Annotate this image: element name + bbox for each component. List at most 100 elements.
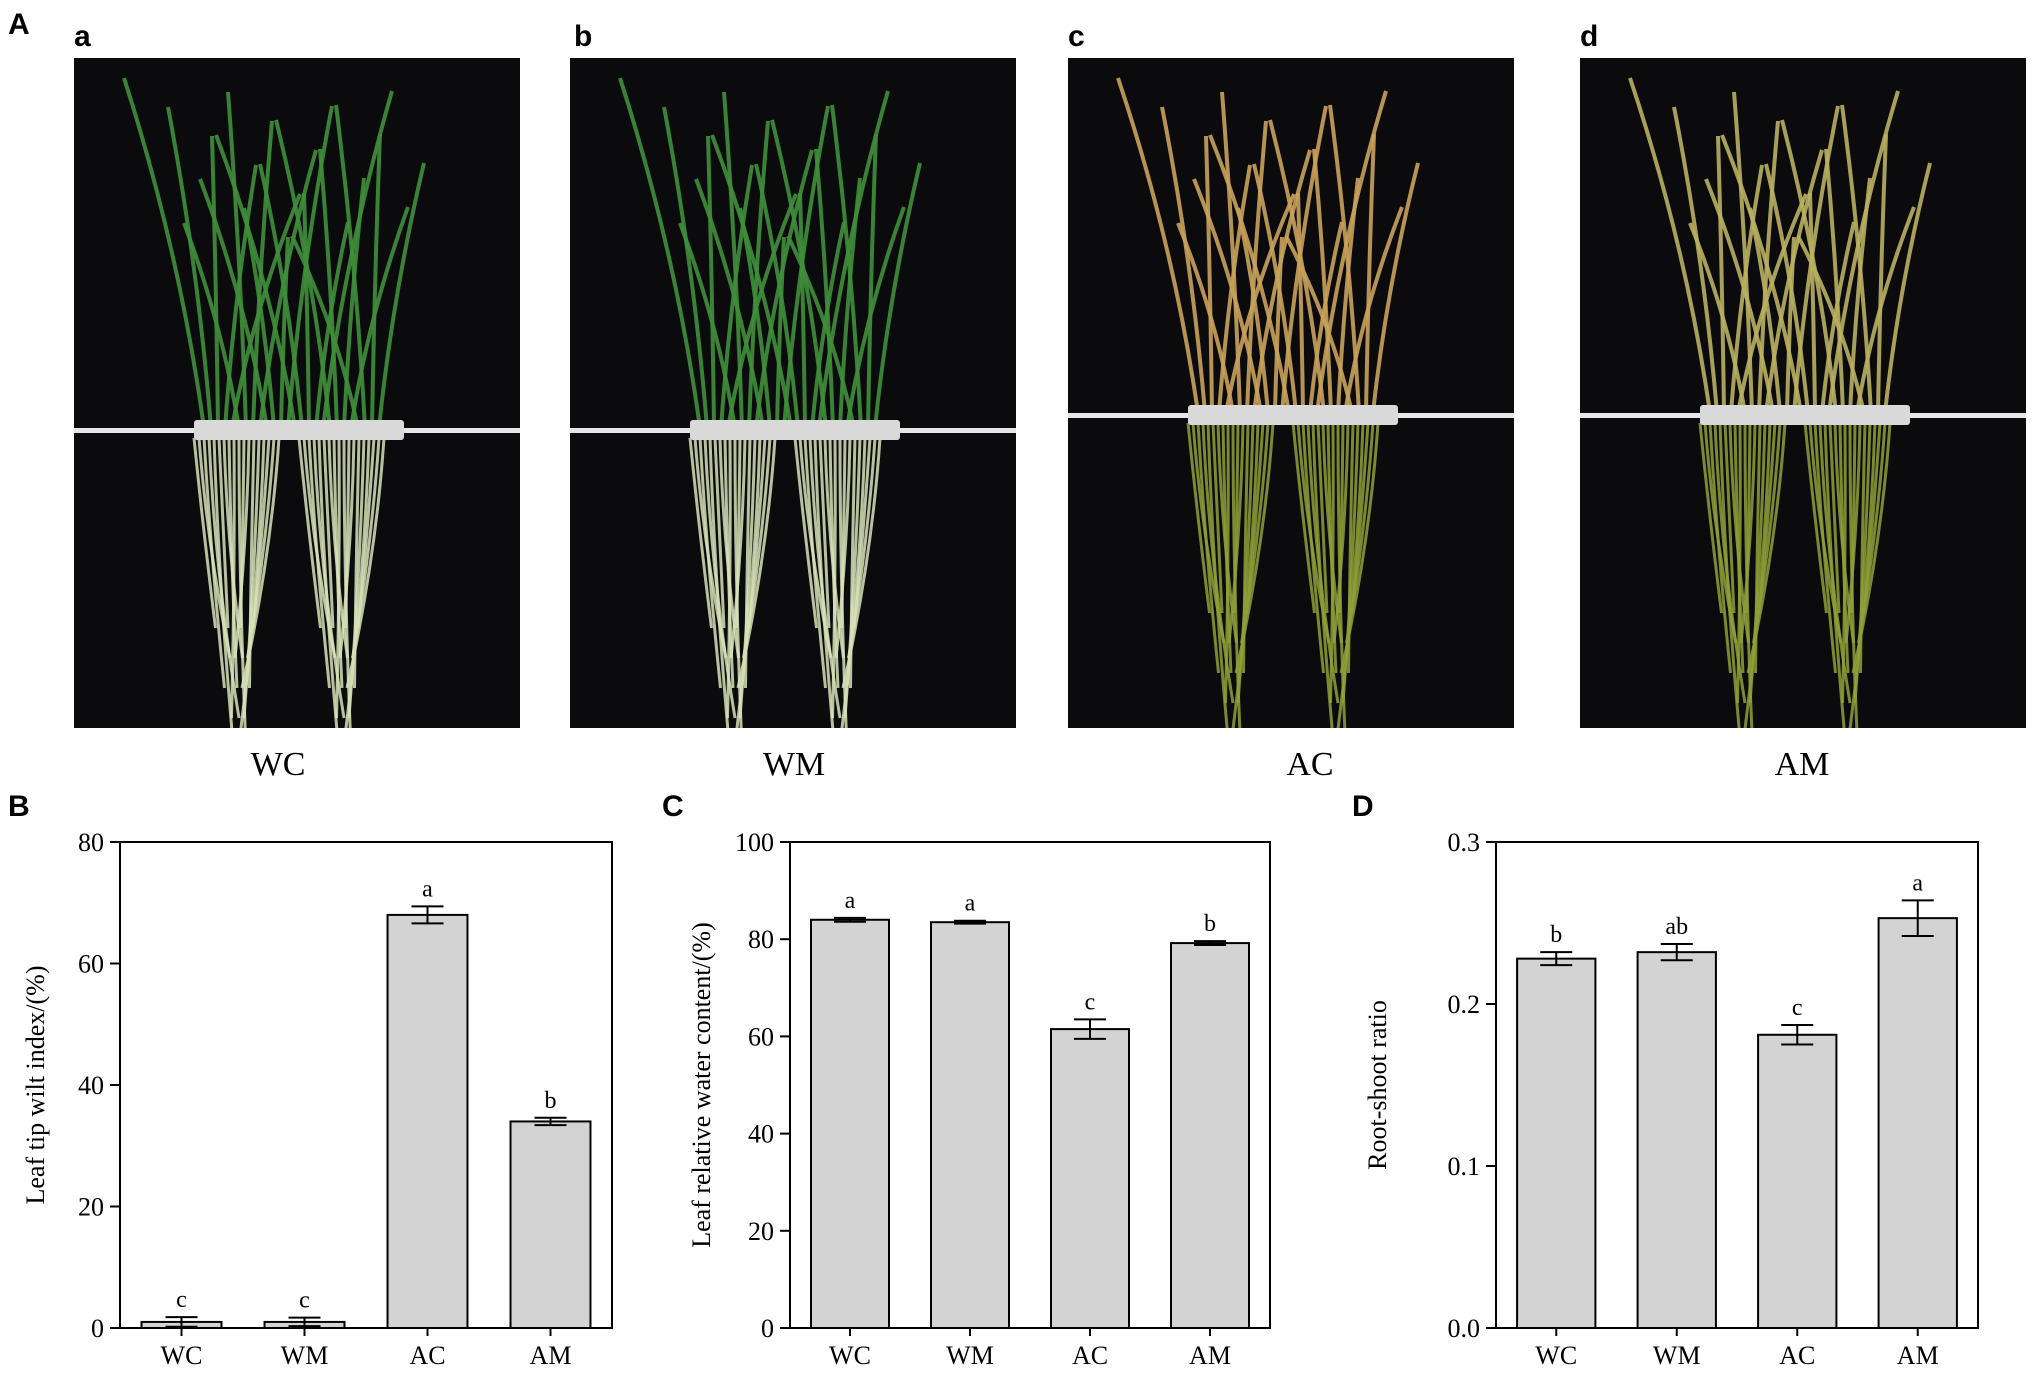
leaf-blade [662, 106, 709, 429]
bar-am [509, 1120, 592, 1329]
leaf-blade [377, 162, 426, 429]
leaf-blade [1808, 192, 1817, 414]
bar-ac [386, 913, 469, 1330]
leaf-blade [1160, 106, 1207, 414]
plant-illustration [1068, 77, 1514, 728]
root-strand [698, 437, 722, 689]
y-tick-label: 40 [78, 1071, 104, 1100]
root-strand [1813, 422, 1837, 674]
leaf-blade [1364, 133, 1376, 414]
leaf-blade [214, 134, 297, 429]
x-tick-label: WM [946, 1341, 994, 1370]
leaf-blade [838, 177, 862, 429]
root-strand [847, 437, 877, 659]
root-strand [1240, 422, 1270, 644]
root-strand [735, 437, 762, 728]
leaf-blade [279, 236, 290, 429]
plant-photo-wm [570, 58, 1016, 728]
x-tick-label: WC [829, 1341, 871, 1370]
leaf-blade [1704, 178, 1775, 414]
root-strand [297, 437, 322, 629]
root-strand [736, 437, 777, 689]
significance-label: a [422, 876, 433, 902]
root-strand [688, 437, 713, 629]
root-strand [1345, 422, 1375, 644]
root-strand [1823, 422, 1846, 728]
root-strand [351, 437, 381, 659]
root-strand [322, 437, 335, 629]
root-strand [1736, 422, 1742, 704]
leaf-blade [182, 222, 241, 429]
leaf-blade [1296, 192, 1305, 414]
x-tick-label: AC [1072, 1341, 1108, 1370]
bar-am [1170, 942, 1250, 1329]
bar-am [1877, 917, 1958, 1329]
y-tick-label: 20 [78, 1193, 104, 1222]
leaf-blade [1204, 135, 1214, 414]
root-strand [202, 437, 226, 689]
plant-holder [1188, 405, 1398, 425]
root-strand [335, 437, 341, 719]
root-strand [1211, 422, 1224, 614]
root-strand [192, 437, 217, 629]
plant-photo-am [1580, 58, 2026, 728]
leaf-blade [1116, 77, 1200, 414]
root-strand [217, 437, 230, 629]
significance-label: b [545, 1088, 557, 1114]
leaf-blade [710, 134, 793, 429]
significance-label: a [1912, 870, 1923, 896]
leaf-blade [1840, 104, 1873, 414]
significance-label: c [299, 1288, 310, 1314]
leaf-blade [1284, 235, 1354, 414]
photo-letter-d: d [1580, 20, 1599, 53]
photo-letter-b: b [574, 20, 593, 53]
root-strand [818, 437, 831, 629]
bar-ac [1757, 1033, 1838, 1330]
x-tick-label: WM [1653, 1341, 1701, 1370]
plant-photo-wc [74, 58, 520, 728]
bar-wm [1636, 951, 1717, 1329]
root-strand [345, 437, 386, 689]
root-strand [1851, 422, 1892, 674]
y-axis-label: Root-shoot ratio [1363, 1000, 1392, 1170]
root-strand [1332, 422, 1350, 644]
root-strand [729, 437, 747, 659]
y-tick-label: 40 [748, 1120, 774, 1149]
leaf-blade [1315, 90, 1388, 414]
leaf-blade [1785, 236, 1796, 414]
root-strand [1739, 422, 1757, 644]
x-tick-label: AC [409, 1341, 445, 1370]
root-strand [344, 437, 371, 728]
photo-letter-c: c [1068, 20, 1085, 53]
root-strand [212, 437, 234, 728]
panel-letter-d: D [1352, 790, 1374, 823]
leaf-blade [722, 91, 744, 429]
root-strand [1206, 422, 1229, 728]
leaf-blade [694, 178, 765, 429]
root-strand [713, 437, 726, 629]
leaf-blade [1371, 162, 1420, 414]
root-strand [1186, 422, 1211, 614]
root-strand [230, 437, 236, 719]
leaf-blade [258, 163, 304, 429]
root-strand [317, 437, 339, 728]
x-tick-label: AM [1897, 1341, 1939, 1370]
plot-frame [789, 841, 1271, 1329]
root-strand [1746, 422, 1787, 674]
root-strand [1841, 422, 1847, 704]
root-strand [239, 437, 266, 728]
y-tick-label: 0 [761, 1314, 774, 1343]
y-tick-label: 0 [91, 1314, 104, 1343]
plant-holder [690, 420, 900, 440]
leaf-blade [1796, 235, 1866, 414]
plant-holder [1700, 405, 1910, 425]
leaf-blade [1312, 148, 1333, 414]
significance-label: ab [1665, 914, 1688, 940]
leaf-blade [754, 163, 800, 429]
leaf-blade [198, 178, 269, 429]
root-strand [307, 437, 331, 689]
y-tick-label: 60 [748, 1022, 774, 1051]
root-strand [1857, 422, 1887, 644]
photo-caption-ac: AC [1286, 746, 1334, 783]
